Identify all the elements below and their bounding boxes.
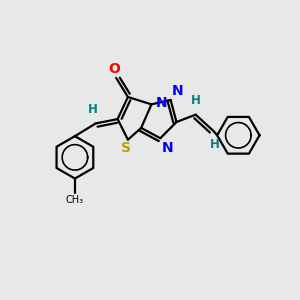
Text: N: N bbox=[162, 141, 173, 154]
Text: H: H bbox=[191, 94, 201, 107]
Text: O: O bbox=[109, 62, 121, 76]
Text: N: N bbox=[156, 96, 167, 110]
Text: CH₃: CH₃ bbox=[66, 195, 84, 205]
Text: S: S bbox=[122, 141, 131, 155]
Text: H: H bbox=[88, 103, 98, 116]
Text: H: H bbox=[210, 138, 220, 151]
Text: N: N bbox=[172, 84, 184, 98]
